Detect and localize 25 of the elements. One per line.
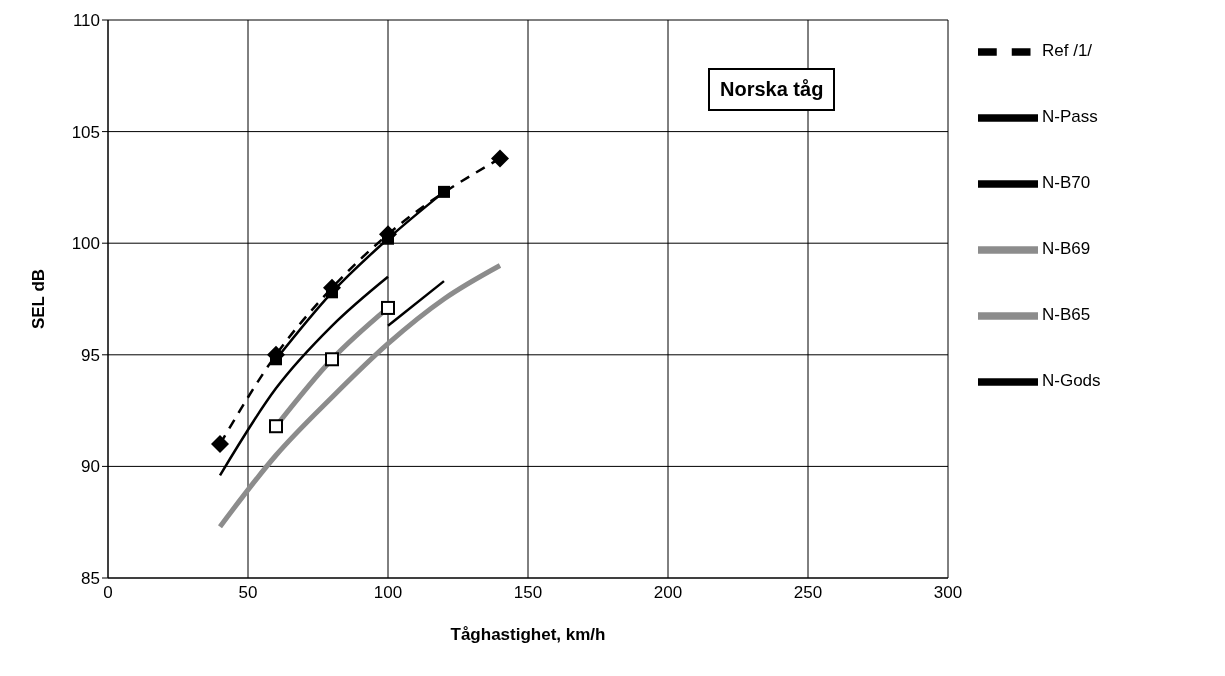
y-tick-label: 90 xyxy=(81,457,100,477)
y-tick-label: 110 xyxy=(72,11,100,31)
legend-label: Ref /1/ xyxy=(1042,41,1093,60)
x-tick-label: 0 xyxy=(103,583,113,603)
x-tick-label: 50 xyxy=(238,583,258,603)
legend-label: N-Pass xyxy=(1042,107,1098,126)
y-axis-title: SEL dB xyxy=(29,268,49,330)
y-tick-label: 105 xyxy=(71,122,100,142)
point xyxy=(211,435,229,454)
legend-label: N-B65 xyxy=(1042,305,1091,324)
point xyxy=(491,149,509,168)
legend-label: N-Gods xyxy=(1042,371,1101,390)
legend-label: N-B70 xyxy=(1042,173,1091,192)
point xyxy=(438,185,450,198)
y-tick-label: 100 xyxy=(71,234,100,254)
annotation: Norska tåg xyxy=(708,68,836,111)
y-tick-label: 85 xyxy=(81,569,100,589)
y-tick-label: 95 xyxy=(81,345,100,365)
x-axis-title: Tåghastighet, km/h xyxy=(450,625,606,644)
x-tick-label: 300 xyxy=(933,583,963,603)
x-tick-label: 200 xyxy=(653,583,683,603)
x-tick-label: 250 xyxy=(793,583,823,603)
legend-label: N-B69 xyxy=(1042,239,1091,258)
x-tick-label: 100 xyxy=(373,583,403,603)
x-tick-label: 150 xyxy=(513,583,543,603)
